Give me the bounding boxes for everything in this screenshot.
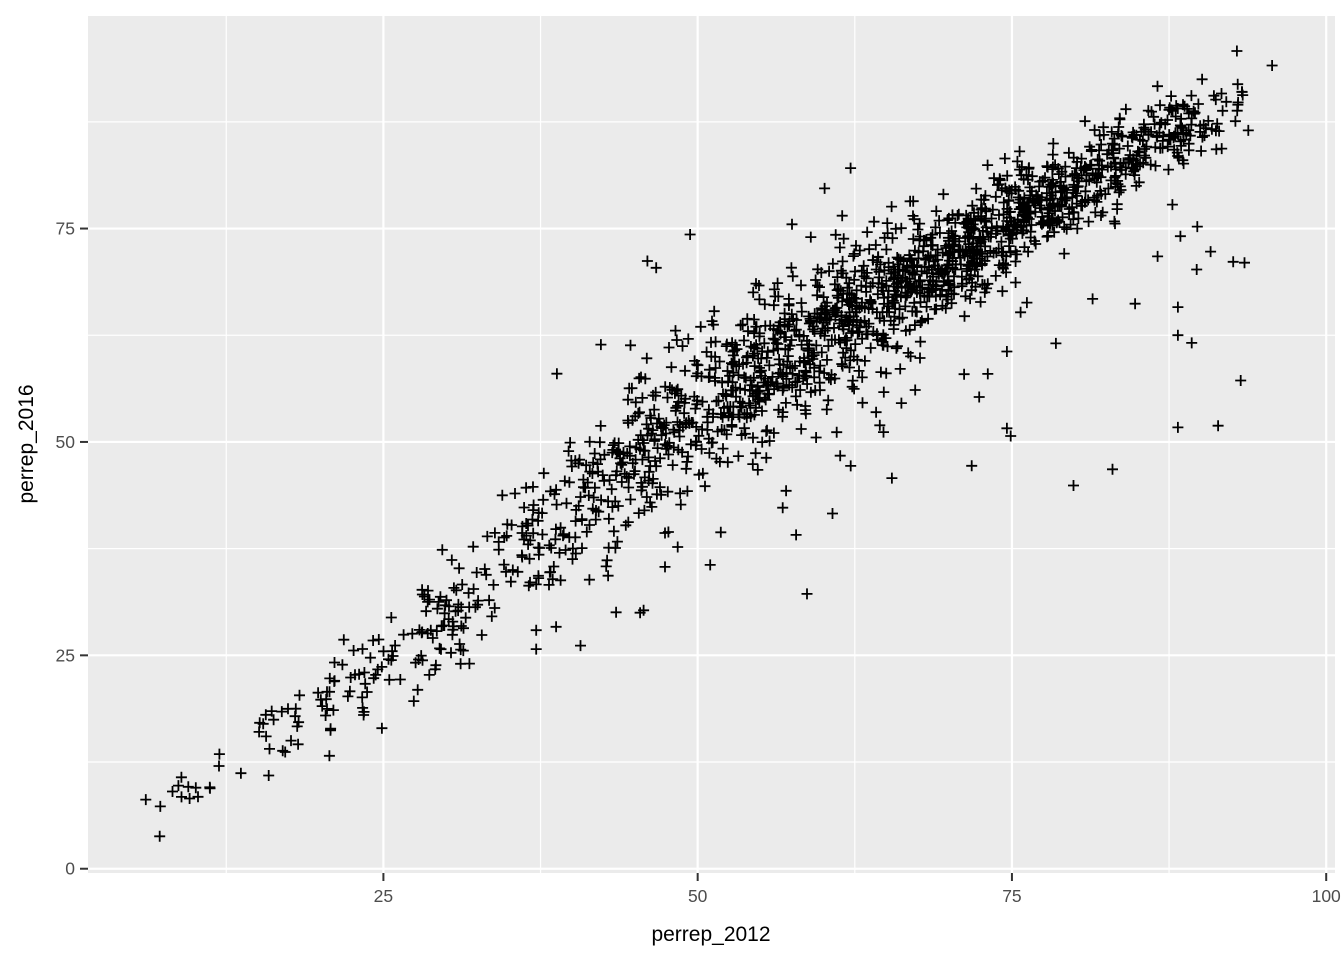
- data-points: [140, 45, 1278, 842]
- y-axis-title: perrep_2016: [15, 384, 38, 503]
- y-tick-label: 50: [56, 432, 76, 452]
- y-tick-label: 75: [56, 219, 75, 239]
- x-tick-label: 25: [374, 886, 393, 906]
- y-tick-label: 0: [65, 859, 75, 879]
- x-tick-label: 100: [1312, 886, 1341, 906]
- x-tick-label: 75: [1002, 886, 1021, 906]
- x-axis-title: perrep_2012: [651, 923, 770, 946]
- y-tick-label: 25: [56, 645, 75, 665]
- x-tick-label: 50: [688, 886, 708, 906]
